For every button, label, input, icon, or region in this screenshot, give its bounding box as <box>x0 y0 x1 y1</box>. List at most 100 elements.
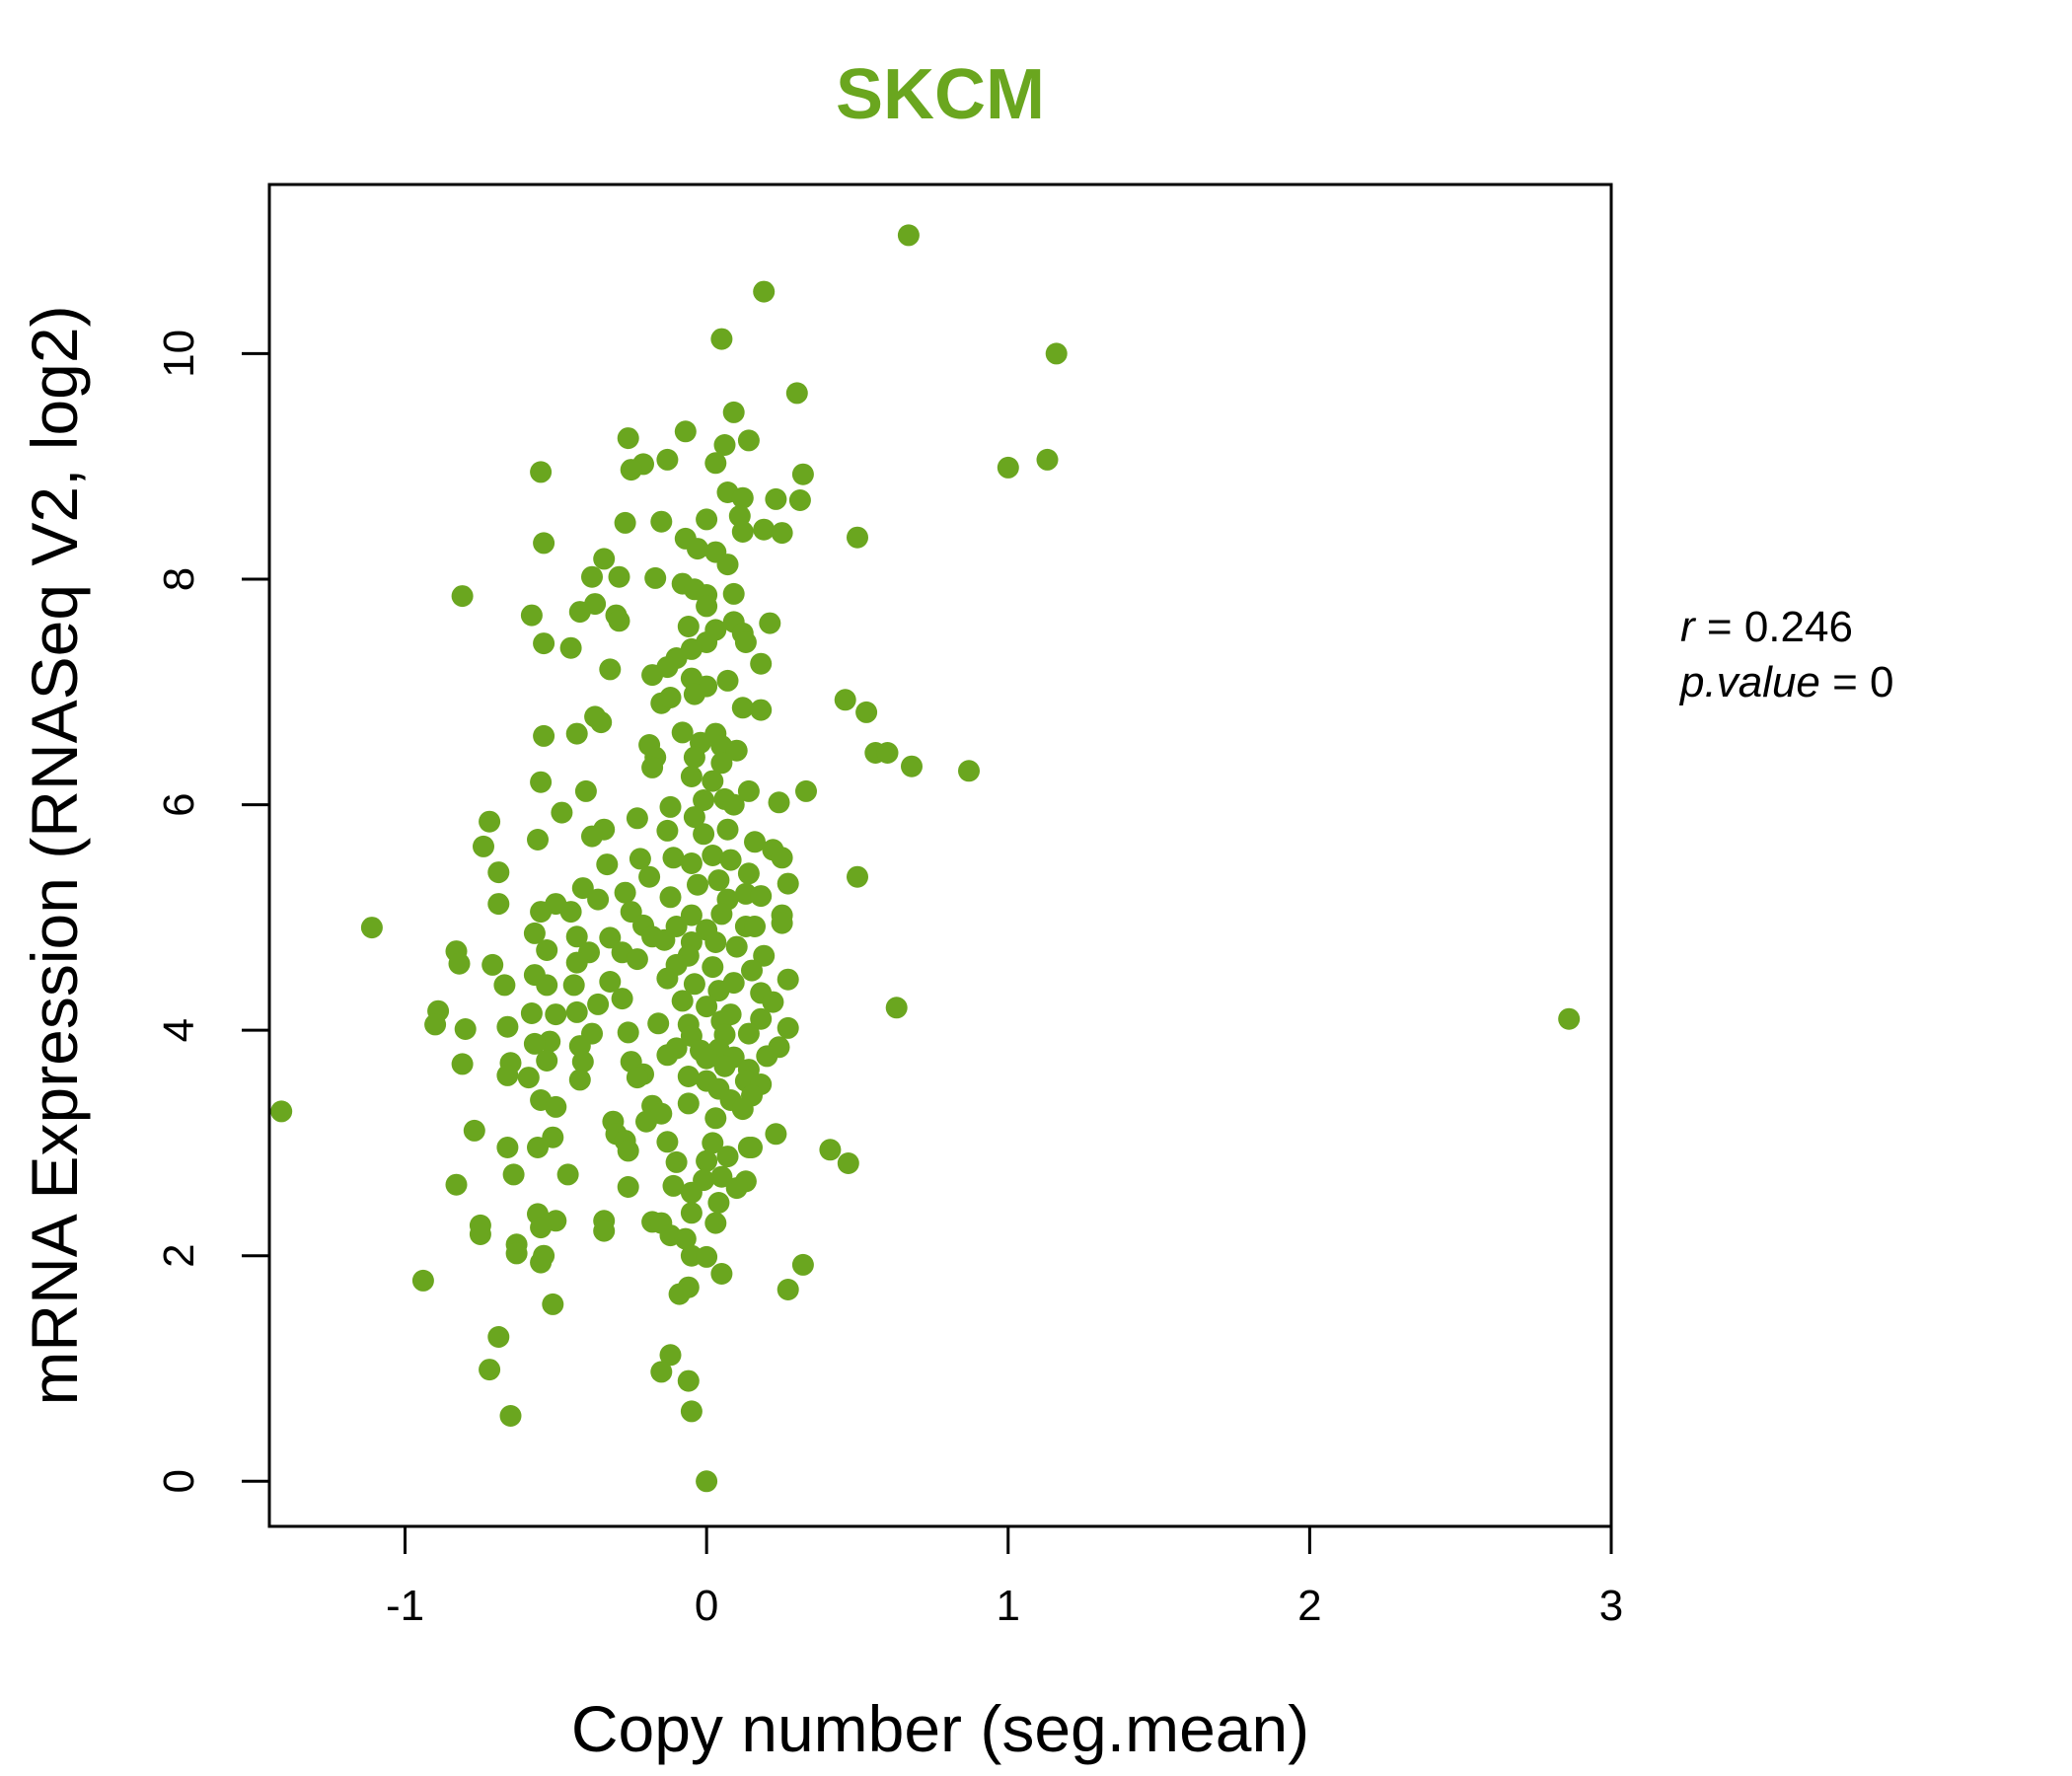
data-point <box>696 1149 718 1172</box>
data-point <box>653 928 676 951</box>
y-tick-label: 0 <box>155 1469 203 1493</box>
data-point <box>683 746 705 769</box>
data-point <box>270 1100 293 1123</box>
y-tick-label: 6 <box>155 792 203 816</box>
data-point <box>568 1069 591 1091</box>
data-point <box>731 1098 754 1121</box>
stat-r: r = 0.246 <box>1680 603 1853 651</box>
stat-p-value: 0 <box>1870 658 1893 706</box>
data-point <box>523 922 546 944</box>
data-point <box>593 1220 616 1242</box>
data-point <box>750 1007 773 1030</box>
data-point <box>505 1242 528 1265</box>
data-point <box>662 847 685 869</box>
data-point <box>496 1064 519 1086</box>
data-point <box>777 1279 799 1300</box>
data-point <box>463 1119 485 1142</box>
data-point <box>533 724 555 747</box>
data-point <box>819 1139 842 1161</box>
data-point <box>493 974 516 997</box>
data-point <box>744 916 766 937</box>
data-point <box>565 722 588 745</box>
data-point <box>656 1044 679 1067</box>
data-point <box>360 917 383 939</box>
data-point <box>837 1152 859 1174</box>
data-point <box>847 526 868 549</box>
data-point <box>737 862 760 885</box>
data-point <box>795 779 817 802</box>
data-point <box>704 452 727 475</box>
data-point <box>731 521 754 543</box>
data-point <box>559 636 582 659</box>
data-point <box>581 565 603 588</box>
data-point <box>659 1344 682 1367</box>
data-point <box>680 766 703 787</box>
data-point <box>411 1269 434 1292</box>
data-point <box>587 993 610 1015</box>
data-point <box>777 1016 799 1039</box>
data-point <box>847 865 868 888</box>
data-point <box>855 701 878 723</box>
data-point <box>719 849 742 871</box>
data-point <box>680 852 703 874</box>
data-point <box>520 1002 543 1024</box>
stat-p-label: p.value <box>1678 658 1820 706</box>
data-point <box>683 683 705 705</box>
data-point <box>581 825 603 848</box>
data-point <box>765 1123 787 1146</box>
data-point <box>599 658 622 681</box>
stat-r-value: 0.246 <box>1744 603 1853 651</box>
data-point <box>677 616 700 637</box>
data-point <box>647 1012 670 1035</box>
stat-r-eq: = <box>1695 603 1744 651</box>
data-point <box>753 518 776 541</box>
data-point <box>565 925 588 948</box>
data-point <box>530 461 553 483</box>
data-point <box>750 885 773 908</box>
data-point <box>599 926 622 949</box>
data-point <box>530 901 553 924</box>
data-point <box>656 448 679 471</box>
data-point <box>626 807 648 830</box>
data-point <box>487 861 510 884</box>
data-point <box>741 959 763 982</box>
data-point <box>641 756 664 778</box>
data-point <box>696 508 718 531</box>
data-point <box>671 990 694 1012</box>
data-point <box>731 697 754 719</box>
stat-p-eq: = <box>1820 658 1870 706</box>
data-point <box>527 1137 549 1158</box>
data-point <box>611 988 633 1010</box>
data-point <box>479 810 501 833</box>
data-point <box>777 872 799 895</box>
chart-title: SKCM <box>836 55 1045 134</box>
data-point <box>753 280 776 303</box>
data-point <box>765 487 787 510</box>
data-point <box>671 721 694 744</box>
data-point <box>599 971 622 993</box>
data-point <box>536 974 558 997</box>
data-point <box>454 1018 477 1040</box>
data-point <box>734 631 757 653</box>
data-point <box>533 632 555 655</box>
data-point <box>479 1359 501 1381</box>
data-point <box>756 1045 778 1068</box>
data-point <box>496 1137 519 1158</box>
data-point <box>677 1066 700 1087</box>
data-point <box>650 1361 673 1383</box>
data-point <box>716 669 739 692</box>
data-point <box>702 845 724 866</box>
data-point <box>737 429 760 452</box>
y-tick-label: 10 <box>155 330 203 378</box>
data-point <box>590 711 613 734</box>
data-point <box>707 980 730 1002</box>
data-point <box>702 1132 724 1154</box>
data-point <box>722 582 745 605</box>
y-axis: 0 2 4 6 8 10 <box>155 330 271 1494</box>
data-point <box>696 1470 718 1493</box>
data-point <box>614 881 636 904</box>
data-point <box>536 1050 558 1072</box>
data-point <box>635 1110 657 1133</box>
data-point <box>704 1107 727 1130</box>
